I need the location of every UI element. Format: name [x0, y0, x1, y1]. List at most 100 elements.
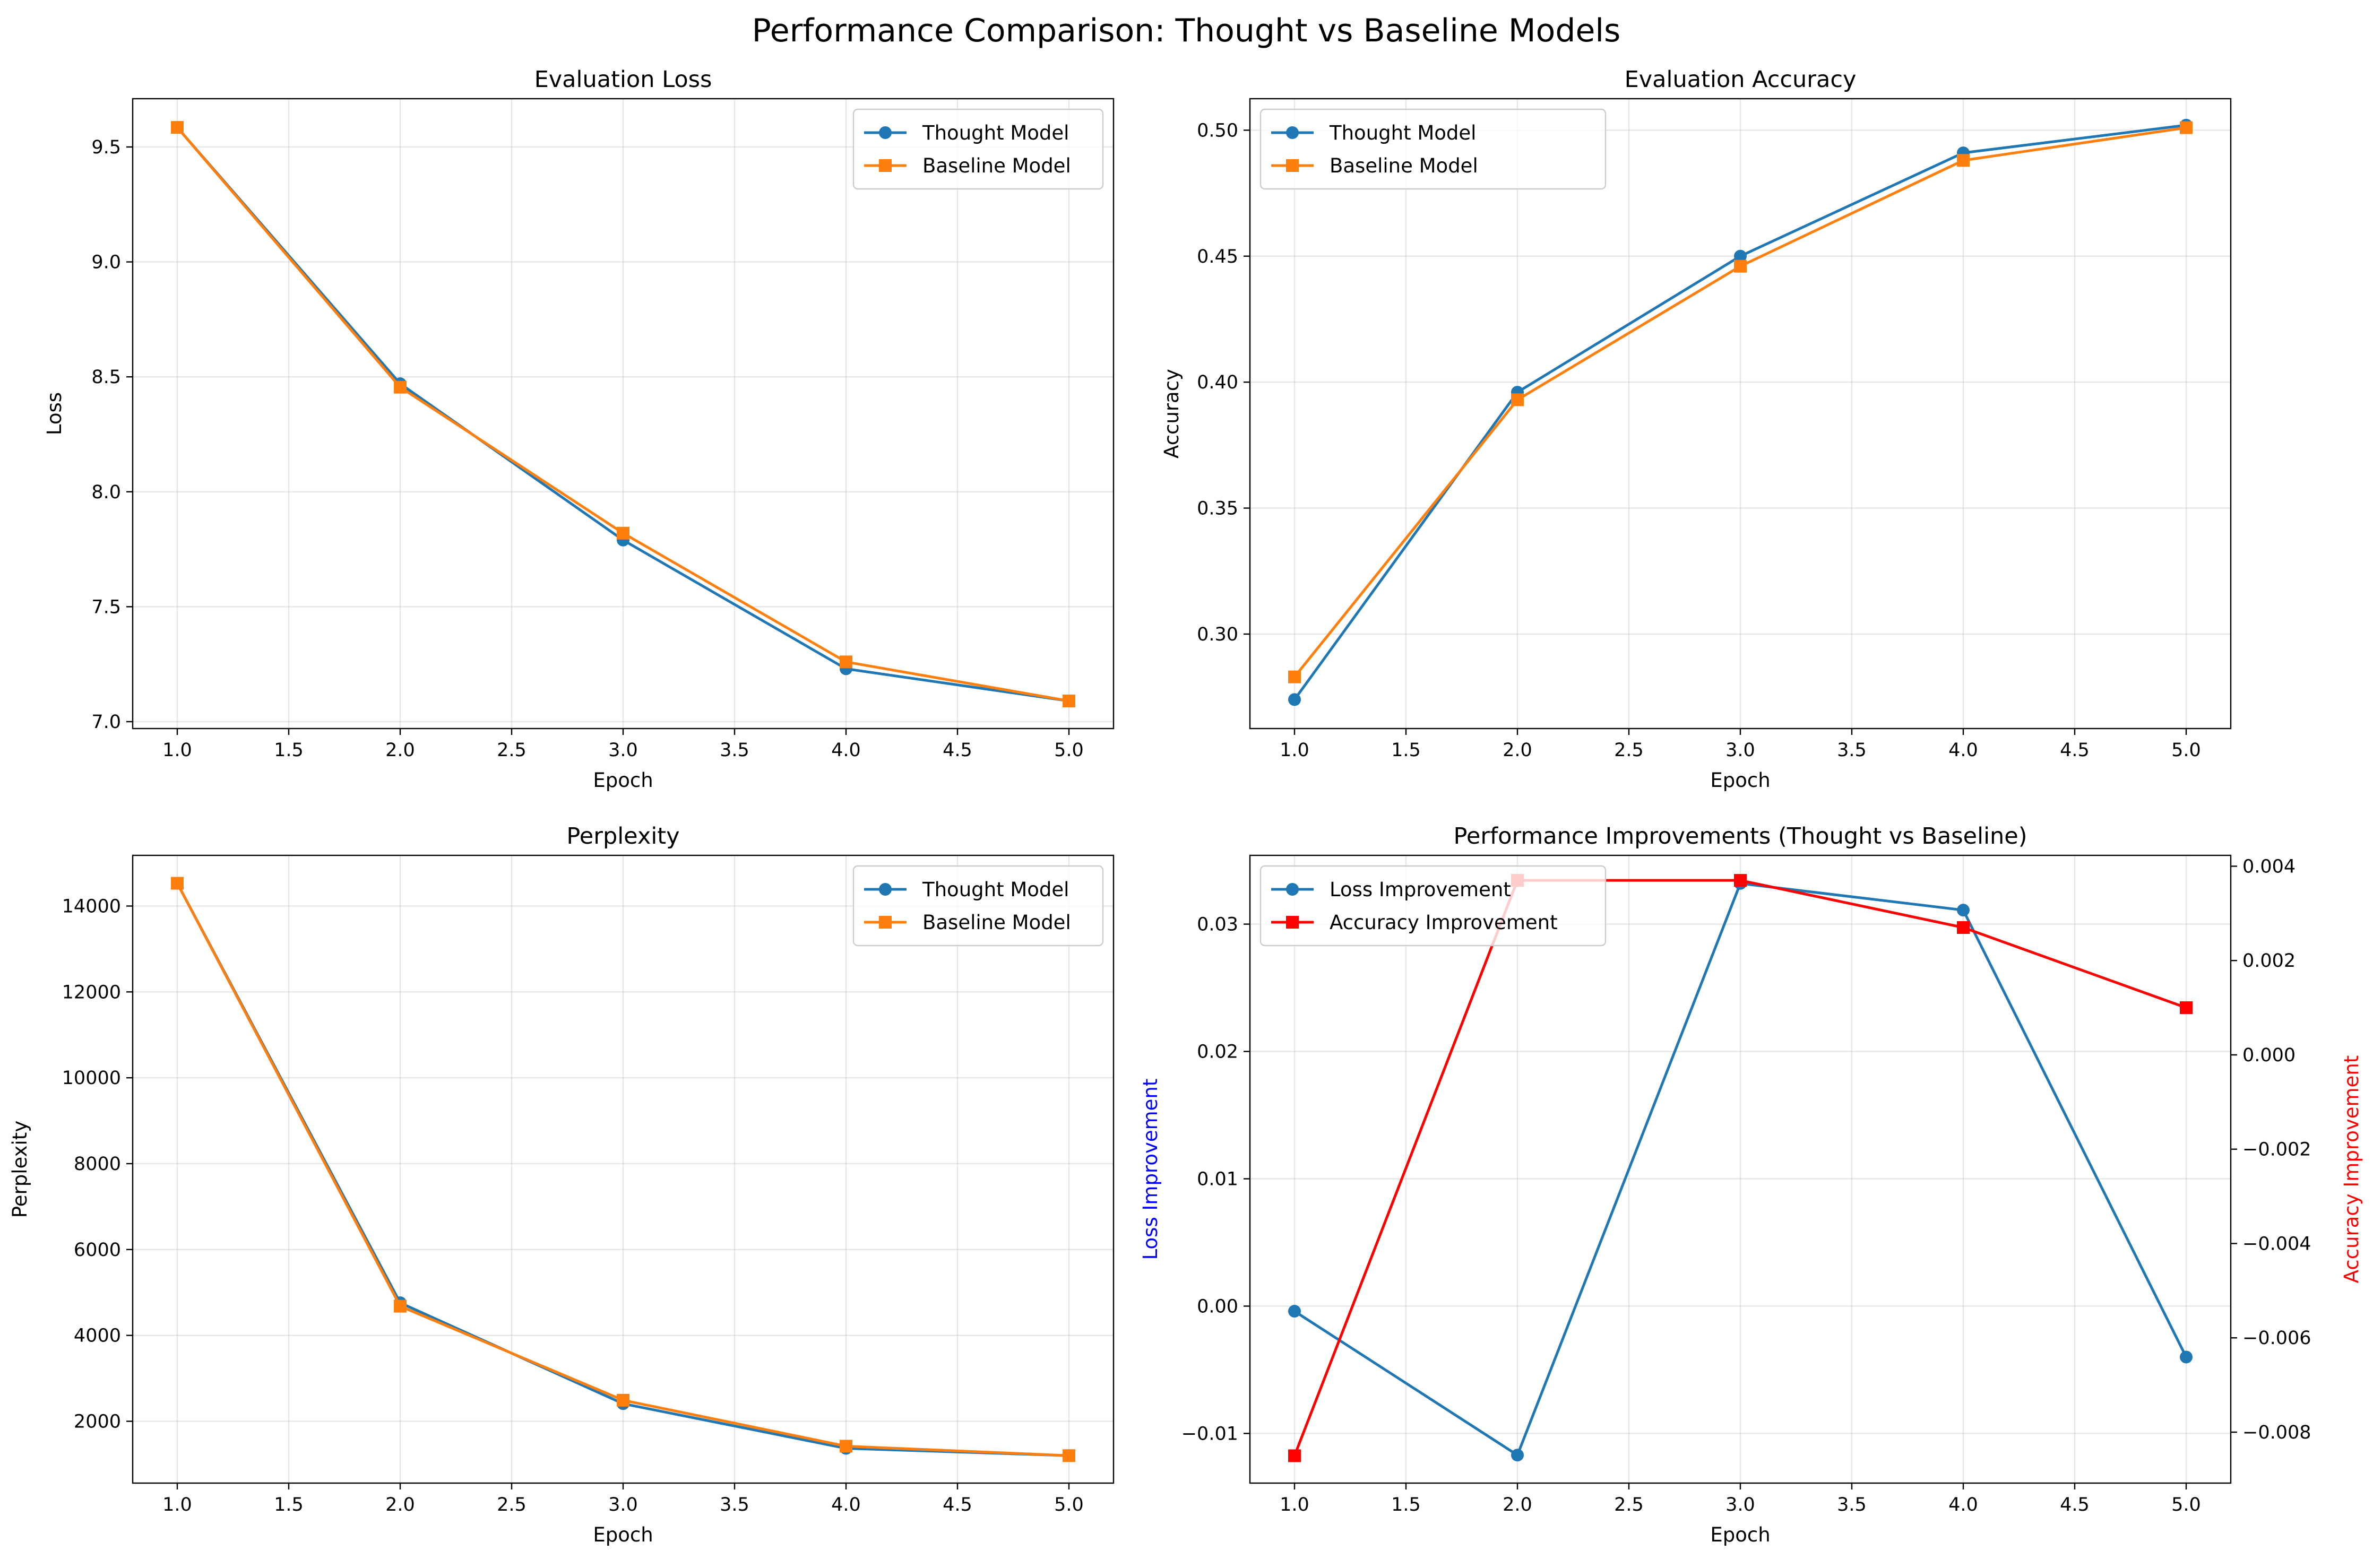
- legend-swatch-marker: [879, 883, 892, 896]
- legend-frame: [1259, 108, 1607, 190]
- baseline-model-point: [840, 1440, 852, 1453]
- panel-title: Evaluation Accuracy: [1625, 66, 1857, 93]
- x-axis-label: Epoch: [1710, 769, 1770, 792]
- performance-improvements-panel: 1.0 1.5 2.0 2.5 3.0 3.5 4.0 4.5 5.0 −0.01 0.00 0.01…: [1139, 823, 2363, 1546]
- x-tick-label: 1.0: [1280, 740, 1309, 761]
- baseline-model-point: [1734, 259, 1747, 273]
- x-tick-label: 3.0: [608, 740, 638, 761]
- x-tick-label: 1.5: [274, 740, 304, 761]
- legend-frame: [852, 865, 1104, 947]
- y-tick-label: 8.0: [91, 482, 121, 503]
- right-y-tick-label: 0.004: [2242, 856, 2296, 877]
- baseline-model-series: [171, 121, 1075, 708]
- legend-label: Thought Model: [922, 122, 1069, 144]
- legend: Thought Model Baseline Model: [1259, 108, 1607, 190]
- evaluation-loss-panel: 1.0 1.5 2.0 2.5 3.0 3.5 4.0 4.5 5.0 7.0 7.5 8.0 8.5 9…: [43, 66, 1115, 792]
- y-tick-label: 0.03: [1197, 914, 1238, 935]
- right-y-tick-label: −0.002: [2242, 1139, 2311, 1160]
- y-axis-label: Loss Improvement: [1139, 1079, 1162, 1260]
- baseline-model-series: [1288, 121, 2193, 683]
- x-tick-label: 3.5: [1837, 740, 1867, 761]
- legend-label: Thought Model: [922, 878, 1069, 901]
- baseline-model-point: [171, 877, 184, 890]
- y-tick-label: 7.0: [91, 712, 121, 733]
- legend-swatch-marker: [879, 126, 892, 139]
- thought-model-point: [1734, 249, 1747, 263]
- x-tick-label: 3.0: [1725, 740, 1755, 761]
- legend-swatch-marker: [1286, 126, 1299, 139]
- accuracy-improvement-point: [1734, 874, 1747, 887]
- accuracy-improvement-series: [1288, 874, 2193, 1462]
- panel-title: Perplexity: [566, 823, 679, 850]
- baseline-model-point: [2180, 121, 2193, 134]
- baseline-model-point: [1957, 154, 1970, 167]
- y-tick-label: 8.5: [91, 367, 121, 388]
- y-tick-label: 0.02: [1197, 1042, 1238, 1063]
- accuracy-improvement-point: [1957, 921, 1970, 934]
- baseline-model-point: [840, 655, 852, 669]
- y-tick-label: 14000: [62, 896, 121, 917]
- figure-title: Performance Comparison: Thought vs Basel…: [752, 12, 1621, 49]
- baseline-model-point: [394, 1300, 407, 1313]
- y-tick-label: 7.5: [91, 596, 121, 618]
- x-tick-label: 4.5: [943, 1494, 972, 1515]
- right-y-tick-label: −0.006: [2242, 1328, 2311, 1349]
- y-tick-label: 0.40: [1197, 372, 1238, 393]
- loss-improvement-point: [1511, 1449, 1524, 1462]
- right-y-tick-label: −0.004: [2242, 1233, 2311, 1254]
- x-tick-label: 2.0: [385, 1494, 415, 1515]
- baseline-model-point: [617, 526, 629, 540]
- panel-title: Evaluation Loss: [534, 66, 712, 93]
- legend-label: Loss Improvement: [1330, 878, 1511, 901]
- baseline-model-point: [394, 380, 407, 394]
- x-tick-label: 2.5: [497, 740, 527, 761]
- y-tick-label: 8000: [74, 1154, 121, 1175]
- x-tick-label: 1.5: [1391, 1494, 1421, 1515]
- x-tick-label: 5.0: [2171, 1494, 2201, 1515]
- x-tick-label: 5.0: [1054, 1494, 1084, 1515]
- x-tick-label: 4.0: [831, 1494, 861, 1515]
- x-tick-label: 1.5: [274, 1494, 304, 1515]
- legend-swatch-marker: [1286, 916, 1299, 929]
- y-tick-label: 0.45: [1197, 246, 1238, 267]
- y-axis-label: Accuracy: [1160, 369, 1183, 458]
- x-tick-label: 4.0: [1948, 740, 1978, 761]
- right-y-tick-label: −0.008: [2242, 1422, 2311, 1443]
- evaluation-accuracy-panel: 1.0 1.5 2.0 2.5 3.0 3.5 4.0 4.5 5.0 0.30 0.35 0.40 0…: [1160, 66, 2232, 792]
- x-axis-label: Epoch: [1710, 1523, 1770, 1546]
- x-tick-label: 3.5: [1837, 1494, 1867, 1515]
- baseline-model-point: [1288, 670, 1301, 683]
- y-tick-label: 0.00: [1197, 1296, 1238, 1317]
- loss-improvement-point: [2180, 1350, 2193, 1364]
- legend: Thought Model Baseline Model: [852, 865, 1104, 947]
- legend: Loss Improvement Accuracy Improvement: [1259, 865, 1607, 947]
- accuracy-improvement-point: [2180, 1001, 2193, 1015]
- x-tick-label: 1.0: [1280, 1494, 1309, 1515]
- y-tick-label: 0.50: [1197, 120, 1238, 141]
- y-tick-label: 12000: [62, 982, 121, 1003]
- x-tick-label: 2.5: [1614, 1494, 1644, 1515]
- x-tick-label: 4.5: [2060, 740, 2090, 761]
- legend-label: Thought Model: [1329, 122, 1476, 144]
- y-tick-label: 2000: [74, 1411, 121, 1432]
- x-tick-label: 1.0: [162, 740, 192, 761]
- legend-label: Baseline Model: [922, 911, 1071, 934]
- y-tick-label: 0.01: [1197, 1168, 1238, 1190]
- x-tick-label: 1.5: [1391, 740, 1421, 761]
- legend-swatch-marker: [879, 916, 892, 929]
- x-tick-label: 2.5: [1614, 740, 1644, 761]
- x-tick-label: 4.0: [831, 740, 861, 761]
- baseline-model-point: [1063, 1449, 1075, 1462]
- x-tick-label: 4.0: [1948, 1494, 1978, 1515]
- y-axis-label: Perplexity: [8, 1121, 31, 1218]
- x-tick-label: 3.0: [608, 1494, 638, 1515]
- x-axis-label: Epoch: [593, 769, 653, 792]
- thought-model-point: [1288, 693, 1301, 706]
- y-tick-label: −0.01: [1181, 1423, 1238, 1444]
- right-y-axis-label: Accuracy Improvement: [2340, 1055, 2363, 1284]
- x-tick-label: 2.0: [1503, 740, 1532, 761]
- x-tick-label: 4.5: [943, 740, 972, 761]
- x-tick-label: 2.0: [1503, 1494, 1532, 1515]
- x-tick-label: 2.0: [385, 740, 415, 761]
